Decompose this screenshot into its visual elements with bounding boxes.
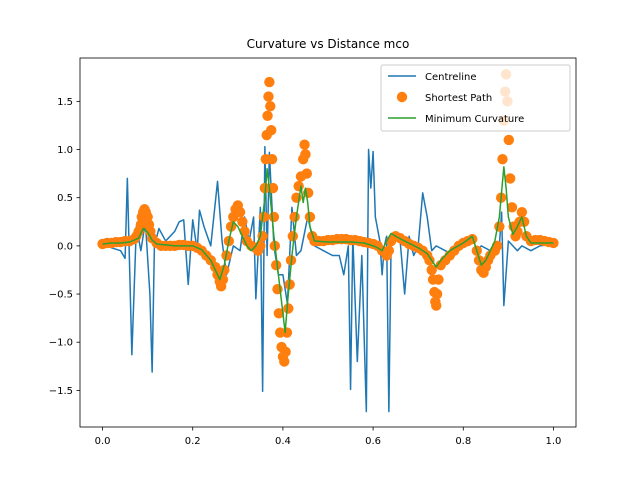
series-marker-shortest-path: [504, 173, 516, 184]
series-marker-shortest-path: [506, 202, 518, 213]
series-marker-shortest-path: [266, 153, 278, 165]
x-tick-label: 0.4: [275, 436, 291, 447]
series-marker-shortest-path: [431, 300, 442, 311]
series-marker-shortest-path: [258, 211, 270, 223]
series-marker-shortest-path: [239, 226, 250, 237]
axes-frame: [79, 57, 577, 428]
axes: 0.0 0.2 0.4 0.6 0.8 1.0 −1.5 −1.0 −0.5 0.0 0.5 1.0 1…: [49, 57, 577, 447]
legend-label-centreline: Centreline: [425, 72, 476, 83]
series-marker-shortest-path: [263, 91, 274, 102]
series-marker-shortest-path: [494, 221, 505, 232]
series-marker-shortest-path: [280, 346, 291, 358]
legend-label-shortest-path: Shortest Path: [425, 93, 492, 104]
legend: Centreline Shortest Path Minimum Curvature: [380, 64, 571, 132]
series-marker-shortest-path: [279, 356, 290, 367]
legend-label-minimum-curvature: Minimum Curvature: [425, 114, 524, 125]
x-tick-label: 0.2: [185, 436, 201, 447]
series-marker-shortest-path: [301, 168, 313, 179]
x-tick-label: 0.0: [95, 436, 111, 447]
y-tick-label: 1.5: [57, 97, 73, 108]
series-marker-shortest-path: [512, 226, 523, 237]
chart-title: Curvature vs Distance mco: [247, 37, 410, 51]
series-marker-shortest-path: [267, 182, 279, 194]
series-marker-shortest-path: [273, 308, 285, 319]
series-marker-shortest-path: [281, 327, 293, 338]
series-line-minimum-curvature: [102, 166, 554, 334]
y-tick-label: −1.0: [49, 338, 73, 349]
x-tick-label: 1.0: [546, 436, 562, 447]
series-marker-shortest-path: [516, 206, 528, 218]
series-marker-shortest-path: [265, 125, 277, 136]
series-marker-shortest-path: [503, 134, 515, 146]
x-tick-label: 0.8: [455, 436, 471, 447]
series-marker-shortest-path: [255, 240, 266, 252]
series-marker-shortest-path: [431, 288, 443, 300]
series-marker-shortest-path: [287, 231, 299, 242]
series-marker-shortest-path: [270, 259, 282, 271]
series-marker-shortest-path: [497, 153, 508, 165]
series-marker-shortest-path: [289, 211, 300, 223]
series-marker-shortest-path: [383, 245, 395, 256]
series-marker-shortest-path: [426, 264, 437, 276]
series-marker-shortest-path: [135, 219, 147, 230]
plot-area: [97, 69, 559, 413]
series-marker-shortest-path: [491, 240, 503, 252]
series-marker-shortest-path: [265, 100, 276, 112]
series-marker-shortest-path: [234, 206, 246, 218]
x-tick-label: 0.6: [365, 436, 381, 447]
series-marker-shortest-path: [264, 76, 275, 88]
series-group: [97, 69, 559, 413]
series-marker-shortest-path: [142, 211, 153, 223]
series-marker-shortest-path: [268, 211, 280, 223]
legend-box: [380, 64, 571, 132]
y-tick-label: 1.0: [57, 145, 73, 156]
y-tick-label: 0.5: [57, 193, 73, 204]
series-marker-shortest-path: [262, 110, 273, 122]
y-tick-label: −0.5: [49, 290, 73, 301]
y-tick-label: −1.5: [49, 386, 73, 397]
y-tick-label: 0.0: [57, 241, 73, 252]
series-marker-shortest-path: [424, 255, 435, 266]
series-marker-shortest-path: [259, 182, 271, 194]
series-marker-shortest-path: [433, 274, 444, 285]
series-marker-shortest-path: [237, 216, 248, 227]
series-marker-shortest-path: [304, 211, 316, 223]
series-marker-shortest-path: [293, 180, 304, 192]
series-marker-shortest-path: [467, 233, 478, 245]
series-marker-shortest-path: [299, 139, 310, 150]
series-marker-shortest-path: [283, 303, 294, 314]
series-marker-shortest-path: [225, 221, 237, 232]
legend-swatch-shortest-path: [396, 91, 408, 103]
series-marker-shortest-path: [300, 149, 311, 160]
